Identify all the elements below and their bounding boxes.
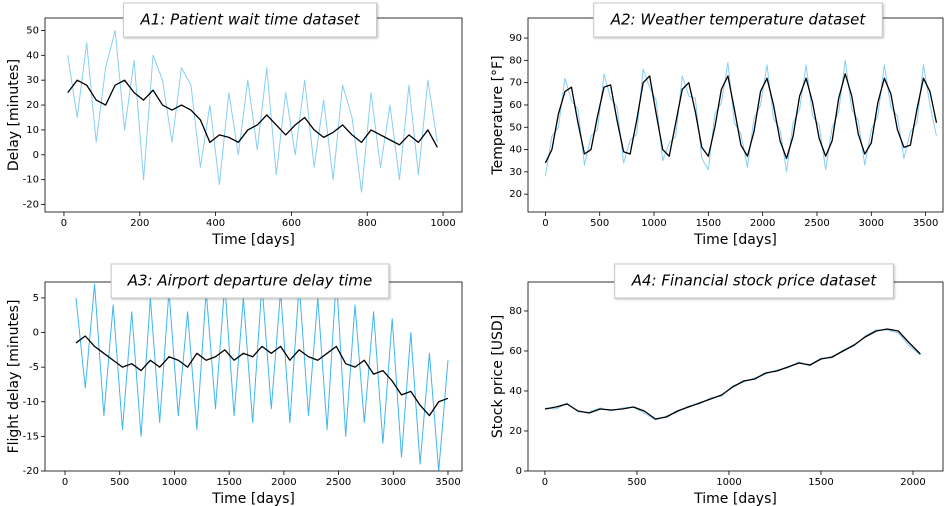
- y-axis-label: Delay [minutes]: [6, 59, 22, 171]
- x-tick-label: 3000: [381, 477, 406, 488]
- data-line: [75, 335, 449, 417]
- title-box: [593, 2, 883, 38]
- x-tick-label: 1500: [808, 477, 833, 488]
- y-tick-label: 80: [509, 55, 522, 66]
- y-tick-label: 0: [33, 328, 39, 339]
- y-tick-label: 10: [26, 125, 39, 136]
- plot-area: [544, 328, 921, 421]
- x-tick-label: 3000: [859, 218, 884, 229]
- axes-frame: [527, 281, 944, 472]
- y-tick-label: 40: [26, 50, 39, 61]
- x-tick-label: 500: [627, 477, 646, 488]
- x-tick-label: 2000: [271, 477, 296, 488]
- title-box: [122, 2, 378, 38]
- y-tick-label: -15: [23, 431, 39, 442]
- x-tick-label: 3500: [435, 477, 460, 488]
- panel-title: A2: Weather temperature dataset: [610, 11, 867, 29]
- y-tick-label: 5: [33, 293, 39, 304]
- x-tick-label: 0: [62, 477, 68, 488]
- y-tick-label: 70: [509, 78, 522, 89]
- data-line: [544, 328, 921, 420]
- panel-title: A3: Airport departure delay time: [127, 272, 373, 290]
- x-tick-label: 2500: [804, 218, 829, 229]
- y-tick-label: 40: [509, 145, 522, 156]
- axes-frame: [44, 17, 463, 213]
- y-tick-label: -10: [23, 175, 39, 186]
- data-line: [544, 73, 938, 164]
- x-tick-label: 2000: [750, 218, 775, 229]
- x-tick-label: 200: [130, 218, 149, 229]
- y-tick-label: -20: [23, 200, 39, 211]
- y-tick-label: 0: [33, 150, 39, 161]
- x-tick-label: 1500: [696, 218, 721, 229]
- data-line: [544, 329, 921, 421]
- y-axis-label: Temperature [°F]: [490, 55, 506, 175]
- y-axis-label: Flight delay [minutes]: [6, 300, 22, 454]
- title-box: [110, 263, 390, 299]
- y-tick-label: 50: [26, 25, 39, 36]
- data-line: [75, 282, 449, 471]
- x-tick-label: 600: [282, 218, 301, 229]
- title-box: [614, 263, 894, 299]
- x-tick-label: 3500: [913, 218, 938, 229]
- x-tick-label: 500: [590, 218, 609, 229]
- y-tick-label: 20: [26, 100, 39, 111]
- y-axis-label: Stock price [USD]: [490, 315, 506, 438]
- x-axis-label: Time [days]: [693, 232, 777, 248]
- y-tick-label: -10: [23, 397, 39, 408]
- y-tick-label: 90: [509, 33, 522, 44]
- plot-area: [67, 29, 438, 193]
- y-tick-label: -5: [29, 362, 39, 373]
- y-tick-label: 0: [516, 466, 522, 477]
- x-tick-label: 500: [110, 477, 129, 488]
- panel-title: A4: Financial stock price dataset: [631, 272, 878, 290]
- y-tick-label: 60: [509, 346, 522, 357]
- x-tick-label: 800: [358, 218, 377, 229]
- x-tick-label: 0: [542, 218, 548, 229]
- data-line: [544, 59, 937, 177]
- y-tick-label: 20: [509, 426, 522, 437]
- x-tick-label: 1000: [716, 477, 741, 488]
- y-tick-label: 20: [509, 189, 522, 200]
- x-axis-label: Time [days]: [211, 232, 295, 248]
- y-tick-label: 30: [509, 167, 522, 178]
- y-tick-label: 30: [26, 75, 39, 86]
- x-tick-label: 2500: [326, 477, 351, 488]
- x-axis-label: Time [days]: [211, 491, 295, 506]
- y-tick-label: 60: [509, 100, 522, 111]
- x-tick-label: 1000: [430, 218, 455, 229]
- data-line: [67, 29, 438, 193]
- x-axis-label: Time [days]: [693, 491, 777, 506]
- x-tick-label: 1000: [162, 477, 187, 488]
- x-tick-label: 0: [542, 477, 548, 488]
- plot-area: [544, 59, 938, 177]
- y-tick-label: 40: [509, 386, 522, 397]
- panel-title: A1: Patient wait time dataset: [140, 11, 361, 29]
- x-tick-label: 0: [61, 218, 67, 229]
- y-tick-label: -20: [23, 466, 39, 477]
- y-tick-label: 50: [509, 122, 522, 133]
- plot-area: [75, 282, 449, 471]
- x-tick-label: 400: [206, 218, 225, 229]
- x-tick-label: 1000: [641, 218, 666, 229]
- data-line: [67, 79, 438, 148]
- y-tick-label: 80: [509, 306, 522, 317]
- x-tick-label: 1500: [216, 477, 241, 488]
- x-tick-label: 2000: [900, 477, 925, 488]
